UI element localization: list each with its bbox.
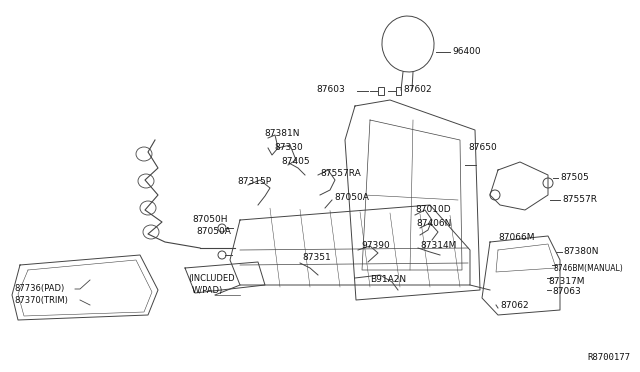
Text: 87603: 87603 <box>316 86 345 94</box>
Text: 96400: 96400 <box>452 48 481 57</box>
Text: 87066M: 87066M <box>498 232 534 241</box>
Text: 87010D: 87010D <box>415 205 451 215</box>
Text: 8746BM(MANUAL): 8746BM(MANUAL) <box>553 263 623 273</box>
Text: 87330: 87330 <box>274 144 303 153</box>
Text: 97390: 97390 <box>361 241 390 250</box>
Text: 87505: 87505 <box>560 173 589 183</box>
Bar <box>396 87 401 95</box>
Text: 87381N: 87381N <box>264 128 300 138</box>
Text: 87380N: 87380N <box>563 247 598 257</box>
Text: 87314M: 87314M <box>420 241 456 250</box>
Text: 87557RA: 87557RA <box>320 170 361 179</box>
Text: 87406N: 87406N <box>416 219 451 228</box>
Text: 87405: 87405 <box>281 157 310 166</box>
Text: 87650: 87650 <box>468 144 497 153</box>
Text: 87050H: 87050H <box>192 215 227 224</box>
Text: 87050A: 87050A <box>334 192 369 202</box>
Text: W/PAD): W/PAD) <box>192 285 223 295</box>
Text: 87317M: 87317M <box>548 276 584 285</box>
Text: 87736(PAD): 87736(PAD) <box>14 285 64 294</box>
Text: 87602: 87602 <box>403 86 431 94</box>
Text: 87351: 87351 <box>302 253 331 263</box>
Text: 87063: 87063 <box>552 288 580 296</box>
Text: R8700177: R8700177 <box>587 353 630 362</box>
Text: 87050A: 87050A <box>196 227 231 235</box>
Text: 87062: 87062 <box>500 301 529 310</box>
Text: 87370(TRIM): 87370(TRIM) <box>14 295 68 305</box>
Text: B91A2N: B91A2N <box>370 276 406 285</box>
Bar <box>378 87 384 95</box>
Text: 87557R: 87557R <box>562 196 597 205</box>
Text: (INCLUDED: (INCLUDED <box>188 273 235 282</box>
Text: 87315P: 87315P <box>237 176 271 186</box>
